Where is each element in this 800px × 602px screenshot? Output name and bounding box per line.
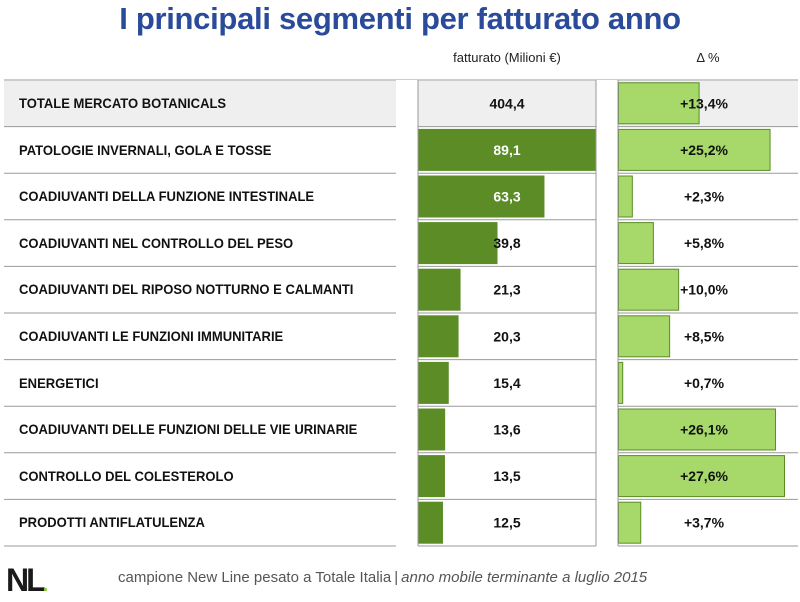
gutter — [396, 499, 418, 546]
value-label: 39,8 — [493, 235, 520, 251]
value-bar — [418, 268, 461, 311]
value-label: 15,4 — [493, 375, 520, 391]
gutter — [596, 406, 618, 453]
delta-bar — [618, 315, 671, 358]
gutter — [596, 499, 618, 546]
delta-bar — [618, 128, 771, 171]
delta-label: +8,5% — [684, 328, 725, 344]
newline-logo: NL. — [6, 563, 48, 602]
footer-source: campione New Line pesato a Totale Italia — [118, 569, 392, 586]
delta-bar — [618, 82, 700, 125]
value-label: 12,5 — [493, 515, 520, 531]
value-bar — [418, 222, 498, 265]
gutter — [596, 359, 618, 407]
value-bar — [418, 408, 446, 451]
delta-label: +25,2% — [680, 142, 728, 158]
value-label: 63,3 — [493, 189, 520, 205]
row-label: COADIUVANTI DELLA FUNZIONE INTESTINALE — [19, 188, 315, 205]
row-label: TOTALE MERCATO BOTANICALS — [19, 95, 227, 111]
gutter — [596, 219, 618, 267]
gutter — [596, 452, 618, 500]
value-label: 21,3 — [493, 282, 520, 298]
gutter — [596, 80, 618, 127]
delta-bar — [618, 268, 680, 311]
gutter — [596, 313, 618, 360]
value-label: 13,6 — [493, 422, 520, 438]
gutter — [396, 406, 418, 453]
delta-label: +5,8% — [684, 235, 725, 251]
delta-label: +10,0% — [680, 282, 728, 298]
gutter — [396, 173, 418, 220]
row-label: ENERGETICI — [19, 374, 99, 391]
value-label: 13,5 — [493, 468, 520, 484]
gutter — [396, 219, 418, 267]
gutter — [396, 80, 418, 127]
page-title: I principali segmenti per fatturato anno — [119, 1, 681, 36]
gutter — [596, 173, 618, 220]
value-label: 89,1 — [493, 142, 520, 158]
value-bar — [418, 175, 545, 218]
gutter — [596, 126, 618, 174]
delta-bar — [618, 175, 633, 218]
footer-note: campione New Line pesato a Totale Italia… — [118, 569, 647, 587]
row-label: COADIUVANTI DELLE FUNZIONI DELLE VIE URI… — [19, 421, 358, 438]
delta-column-header: Δ % — [696, 50, 720, 65]
gutter — [396, 126, 418, 174]
footer-period: anno mobile terminante a luglio 2015 — [401, 569, 648, 586]
value-bar — [418, 501, 443, 544]
row-label: COADIUVANTI LE FUNZIONI IMMUNITARIE — [19, 328, 284, 344]
delta-label: +2,3% — [684, 189, 725, 205]
delta-bar — [618, 408, 776, 451]
value-label: 20,3 — [493, 328, 520, 344]
gutter — [396, 452, 418, 500]
delta-label: +26,1% — [680, 422, 728, 438]
row-label: PRODOTTI ANTIFLATULENZA — [19, 514, 205, 531]
delta-bar — [618, 361, 624, 404]
gutter — [596, 266, 618, 313]
delta-bar — [618, 455, 785, 498]
gutter — [396, 266, 418, 313]
delta-label: +0,7% — [684, 375, 725, 391]
row-label: COADIUVANTI DEL RIPOSO NOTTURNO E CALMAN… — [19, 281, 354, 298]
value-bar — [418, 361, 449, 404]
total-value-cell — [418, 81, 596, 127]
value-bar — [418, 128, 596, 171]
row-label: PATOLOGIE INVERNALI, GOLA E TOSSE — [19, 141, 272, 158]
row-label: CONTROLLO DEL COLESTEROLO — [19, 467, 234, 484]
delta-label: +27,6% — [680, 468, 728, 484]
gutter — [396, 313, 418, 360]
value-bar — [418, 315, 459, 358]
row-label: COADIUVANTI NEL CONTROLLO DEL PESO — [19, 234, 294, 251]
delta-label: +3,7% — [684, 515, 725, 531]
logo-text: NL — [6, 562, 46, 598]
delta-bar — [618, 222, 654, 265]
value-label: 404,4 — [489, 95, 524, 111]
footer-separator: | — [394, 569, 399, 586]
value-bar — [418, 455, 445, 498]
value-column-header: fatturato (Milioni €) — [453, 50, 561, 65]
logo-dot: . — [42, 574, 49, 596]
segments-chart: 404,4 +13,4% 89,1 +25,2% 63,3 +2,3% 39,8 +5,8% 2… — [4, 79, 798, 547]
gutter — [396, 359, 418, 407]
delta-bar — [618, 501, 642, 544]
delta-label: +13,4% — [680, 95, 728, 111]
